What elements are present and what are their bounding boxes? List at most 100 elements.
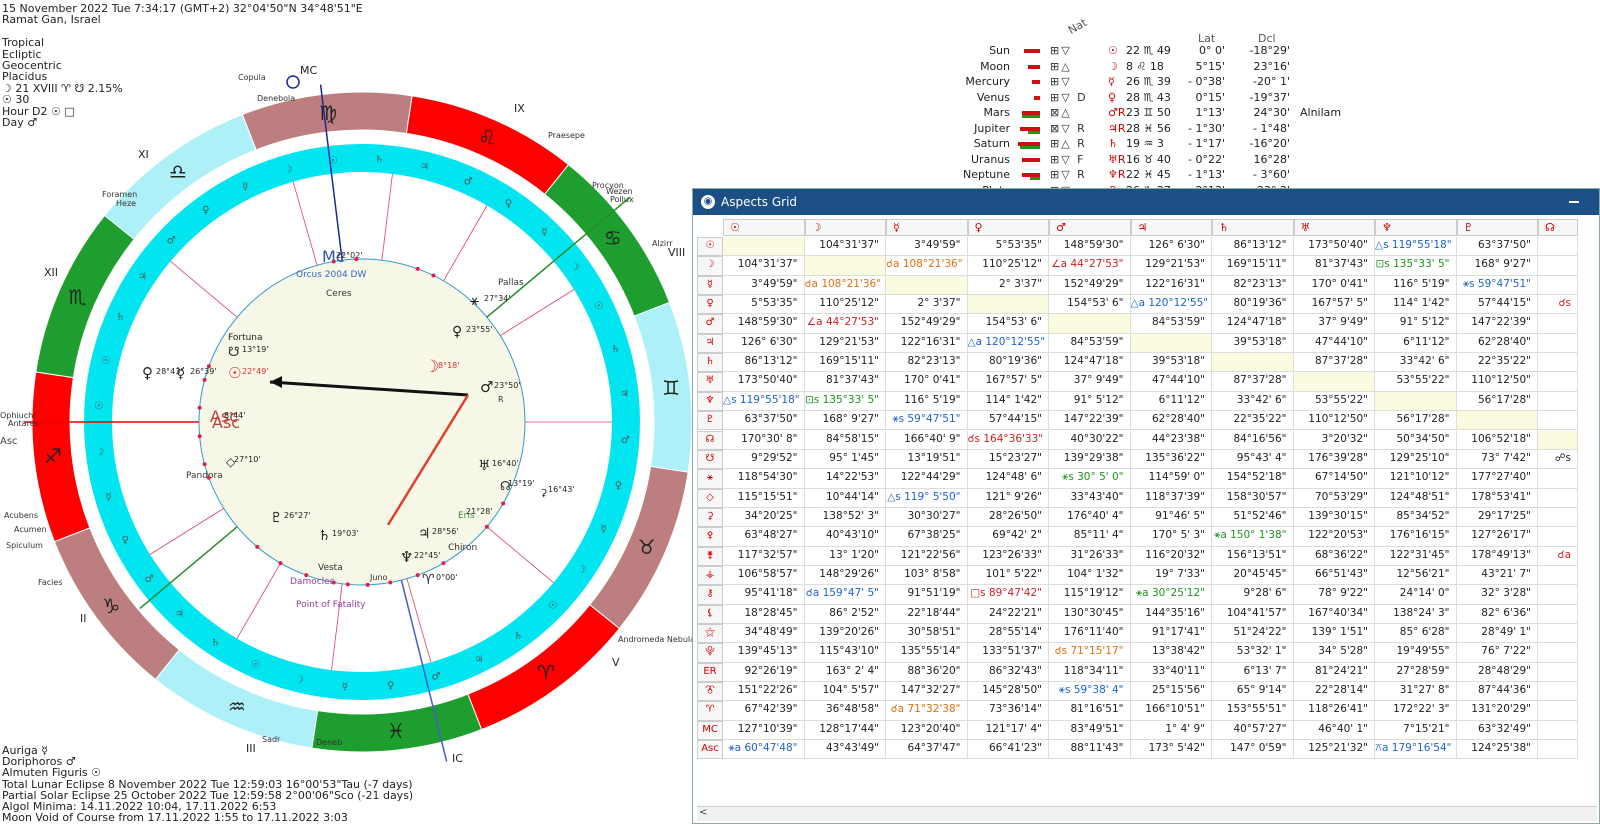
grid-cell[interactable]: [1538, 275, 1578, 296]
wheel-point-label[interactable]: Ceres: [326, 289, 352, 299]
grid-cell[interactable]: 2° 3'37": [967, 275, 1049, 296]
grid-cell[interactable]: 170° 5' 3": [1130, 527, 1212, 547]
wheel-point-label[interactable]: Juno: [369, 573, 388, 582]
grid-cell[interactable]: 81°37'43": [1293, 256, 1375, 276]
wheel-point-label[interactable]: ◇: [226, 455, 236, 469]
grid-cell[interactable]: 124°48' 6": [967, 469, 1049, 489]
grid-cell[interactable]: 124°48'51": [1375, 488, 1457, 508]
wheel-point-label[interactable]: ♃: [418, 526, 431, 542]
fixed-star-label[interactable]: Heze: [116, 199, 136, 208]
grid-cell[interactable]: 121°22'56": [886, 546, 968, 566]
grid-row-header[interactable]: Asc: [697, 740, 723, 760]
wheel-point-label[interactable]: ⚹: [470, 291, 479, 309]
grid-cell[interactable]: 118°34'11": [1049, 662, 1131, 683]
grid-row-header[interactable]: ♂: [697, 314, 723, 334]
grid-column-header[interactable]: ☽: [804, 219, 886, 236]
grid-cell[interactable]: 15°23'27": [967, 449, 1049, 470]
grid-column-header[interactable]: ♀: [967, 219, 1049, 236]
grid-cell[interactable]: 178°49'13": [1456, 546, 1538, 566]
grid-cell[interactable]: 6°13' 7": [1212, 662, 1294, 683]
grid-cell[interactable]: 80°19'36": [1212, 295, 1294, 315]
grid-cell[interactable]: 178°53'41": [1456, 488, 1538, 508]
grid-cell[interactable]: 122°44'29": [886, 469, 968, 489]
fixed-star-label[interactable]: Andromeda Nebula: [618, 635, 695, 644]
grid-cell[interactable]: 43°43'49": [804, 740, 886, 760]
grid-cell[interactable]: 18°28'45": [723, 604, 805, 624]
grid-cell[interactable]: [1538, 624, 1578, 644]
grid-cell[interactable]: 24°14' 0": [1375, 585, 1457, 605]
grid-row-header[interactable]: ⚝: [697, 624, 723, 644]
grid-row-header[interactable]: ⯔: [697, 682, 723, 702]
grid-cell[interactable]: 139°29'38": [1049, 449, 1131, 470]
grid-cell[interactable]: 129°25'10": [1375, 449, 1457, 470]
grid-cell[interactable]: 116° 5'19": [1375, 275, 1457, 296]
grid-cell[interactable]: 154°53' 6": [967, 314, 1049, 334]
grid-cell[interactable]: 62°28'40": [1130, 411, 1212, 431]
grid-cell[interactable]: 28°55'14": [967, 624, 1049, 644]
grid-cell[interactable]: 128°17'44": [804, 720, 886, 741]
grid-cell[interactable]: 82°23'13": [886, 353, 968, 373]
grid-cell[interactable]: [886, 275, 968, 296]
grid-cell[interactable]: 124°25'38": [1456, 740, 1538, 760]
grid-cell[interactable]: 167°40'34": [1293, 604, 1375, 624]
grid-cell[interactable]: 5°53'35": [723, 295, 805, 315]
grid-cell[interactable]: 57°44'15": [1456, 295, 1538, 315]
grid-column-header[interactable]: ♇: [1456, 219, 1538, 236]
grid-cell[interactable]: 76° 7'22": [1456, 643, 1538, 663]
grid-cell[interactable]: 124°47'18": [1212, 314, 1294, 334]
wheel-point-label[interactable]: Pandora: [186, 471, 223, 481]
grid-cell[interactable]: 40°30'22": [1049, 430, 1131, 450]
fixed-star-label[interactable]: Procyon: [592, 181, 624, 190]
grid-row-header[interactable]: ♃: [697, 333, 723, 354]
grid-row-header[interactable]: ER: [697, 662, 723, 683]
grid-cell[interactable]: 73°36'14": [967, 701, 1049, 721]
grid-row-header[interactable]: ♆: [697, 391, 723, 412]
wheel-point-label[interactable]: ☉: [228, 364, 241, 382]
grid-row-header[interactable]: ⚳: [697, 507, 723, 528]
grid-row-header[interactable]: ♅: [697, 372, 723, 392]
grid-cell[interactable]: ∠a 44°27'53": [804, 314, 886, 334]
grid-cell[interactable]: 172°22' 3": [1375, 701, 1457, 721]
grid-cell[interactable]: 170° 0'41": [886, 372, 968, 392]
grid-cell[interactable]: 25°15'56": [1130, 682, 1212, 702]
grid-cell[interactable]: 3°20'32": [1293, 430, 1375, 450]
grid-row-header[interactable]: ♀: [697, 295, 723, 315]
grid-cell[interactable]: 46°40' 1": [1293, 720, 1375, 741]
grid-cell[interactable]: 63°37'50": [1456, 237, 1538, 257]
grid-cell[interactable]: 30°58'51": [886, 624, 968, 644]
grid-cell[interactable]: △s 119°55'18": [1375, 237, 1457, 257]
fixed-star-label[interactable]: Facies: [38, 578, 62, 587]
grid-cell[interactable]: [1538, 430, 1578, 450]
grid-cell[interactable]: 3°49'59": [886, 237, 968, 257]
grid-row-header[interactable]: ⚵: [697, 546, 723, 566]
grid-cell[interactable]: 91°51'19": [886, 585, 968, 605]
grid-cell[interactable]: [1538, 604, 1578, 624]
grid-cell[interactable]: 64°37'47": [886, 740, 968, 760]
grid-cell[interactable]: 123°26'33": [967, 546, 1049, 566]
grid-cell[interactable]: 110°25'12": [804, 295, 886, 315]
scroll-left-icon[interactable]: <: [699, 807, 708, 818]
grid-cell[interactable]: 33°40'11": [1130, 662, 1212, 683]
grid-cell[interactable]: 167°57' 5": [967, 372, 1049, 392]
wheel-point-label[interactable]: Vesta: [318, 563, 343, 573]
grid-cell[interactable]: 176°16'15": [1375, 527, 1457, 547]
grid-cell[interactable]: 169°15'11": [804, 353, 886, 373]
grid-cell[interactable]: [1538, 411, 1578, 431]
grid-cell[interactable]: [804, 256, 886, 276]
grid-cell[interactable]: 127°10'39": [723, 720, 805, 741]
grid-row-header[interactable]: ⚶: [697, 565, 723, 586]
grid-row-header[interactable]: ◇: [697, 488, 723, 508]
grid-cell[interactable]: 47°44'10": [1130, 372, 1212, 392]
grid-cell[interactable]: 173° 5'42": [1130, 740, 1212, 760]
grid-cell[interactable]: 148°59'30": [1049, 237, 1131, 257]
wheel-point-label[interactable]: ♈: [422, 572, 435, 588]
grid-cell[interactable]: 56°17'28": [1375, 411, 1457, 431]
grid-cell[interactable]: 144°35'16": [1130, 604, 1212, 624]
grid-cell[interactable]: 69°42' 2": [967, 527, 1049, 547]
grid-cell[interactable]: ☌a 159°47' 5": [804, 585, 886, 605]
grid-cell[interactable]: 19° 7'33": [1130, 565, 1212, 586]
grid-cell[interactable]: 121°17' 4": [967, 720, 1049, 741]
grid-cell[interactable]: ⚹s 30° 5' 0": [1049, 469, 1131, 489]
grid-cell[interactable]: ☌a 108°21'36": [804, 275, 886, 296]
grid-row-header[interactable]: ♇: [697, 411, 723, 431]
